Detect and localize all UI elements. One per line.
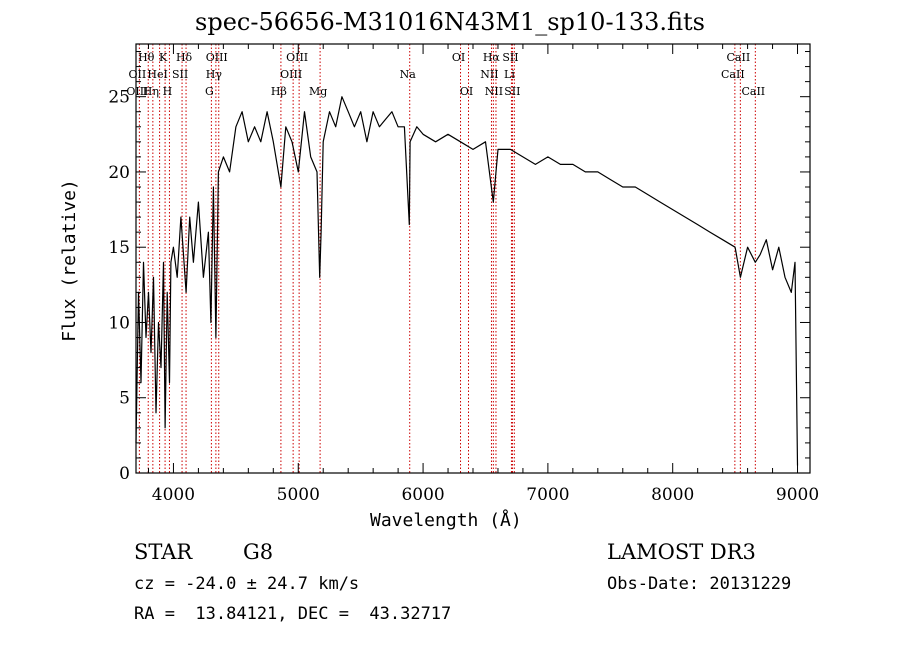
y-tick-label-0: 0 bbox=[119, 464, 130, 484]
line-label-25: CaII bbox=[727, 51, 751, 64]
spectrum-line bbox=[135, 96, 799, 466]
line-label-5: Hη bbox=[143, 85, 159, 98]
x-tick-label-4: 8000 bbox=[651, 485, 694, 505]
line-label-6: SII bbox=[172, 68, 188, 81]
line-label-19: Hα bbox=[483, 51, 501, 64]
line-label-24: SII bbox=[504, 85, 520, 98]
line-label-2: OIII bbox=[126, 85, 148, 98]
object-class: STAR bbox=[134, 540, 193, 564]
line-label-10: Hγ bbox=[206, 68, 223, 81]
line-label-13: OIII bbox=[280, 68, 302, 81]
line-label-1: OII bbox=[129, 68, 147, 81]
coordinates: RA = 13.84121, DEC = 43.32717 bbox=[134, 604, 452, 624]
line-label-4: HeI bbox=[147, 68, 167, 81]
y-axis-label: Flux (relative) bbox=[58, 179, 80, 342]
line-label-17: OI bbox=[452, 51, 465, 64]
line-label-3: K bbox=[159, 51, 168, 64]
plot-frame bbox=[135, 43, 811, 474]
x-tick-label-1: 5000 bbox=[277, 485, 320, 505]
y-tick-label-5: 25 bbox=[108, 88, 130, 108]
line-label-21: NII bbox=[480, 68, 498, 81]
line-label-16: Na bbox=[400, 68, 417, 81]
observation-date: Obs-Date: 20131229 bbox=[607, 574, 792, 594]
line-label-22: Li bbox=[504, 68, 515, 81]
line-label-0: Hθ bbox=[138, 51, 155, 64]
y-tick-label-2: 10 bbox=[108, 313, 130, 333]
y-tick-label-3: 15 bbox=[108, 238, 130, 258]
line-label-23: NII bbox=[485, 85, 503, 98]
line-label-14: Hβ bbox=[271, 85, 287, 98]
survey-name: LAMOST DR3 bbox=[607, 540, 756, 564]
x-tick-label-0: 4000 bbox=[152, 485, 195, 505]
line-label-7: H bbox=[163, 85, 173, 98]
x-axis-label: Wavelength (Å) bbox=[370, 510, 522, 531]
line-label-15: Mg bbox=[309, 85, 327, 98]
line-label-26: CaII bbox=[721, 68, 745, 81]
line-label-20: SII bbox=[502, 51, 518, 64]
x-tick-label-5: 9000 bbox=[776, 485, 819, 505]
y-tick-label-4: 20 bbox=[108, 163, 130, 183]
x-tick-label-2: 6000 bbox=[401, 485, 444, 505]
line-label-11: G bbox=[205, 85, 214, 98]
line-label-9: OIII bbox=[206, 51, 228, 64]
line-label-12: OIII bbox=[286, 51, 308, 64]
object-subclass: G8 bbox=[243, 540, 274, 564]
line-label-8: Hδ bbox=[176, 51, 193, 64]
y-tick-label-1: 5 bbox=[119, 389, 130, 409]
redshift-velocity: cz = -24.0 ± 24.7 km/s bbox=[134, 574, 360, 594]
chart-title: spec-56656-M31016N43M1_sp10-133.fits bbox=[195, 8, 705, 36]
x-tick-label-3: 7000 bbox=[526, 485, 569, 505]
line-label-18: OI bbox=[460, 85, 473, 98]
line-label-27: CaII bbox=[741, 85, 765, 98]
